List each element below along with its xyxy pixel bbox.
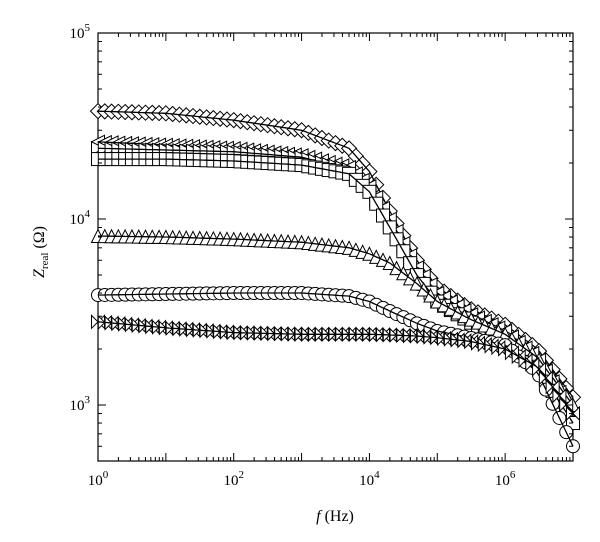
fit-line: [97, 292, 574, 447]
y-tick-label: 104: [70, 208, 91, 228]
series-circle: [91, 286, 580, 454]
series-x-triangle: [91, 314, 580, 422]
x-tick-label: 100: [88, 469, 109, 489]
x-tick-label: 102: [223, 469, 244, 489]
fit-line: [97, 147, 574, 419]
y-tick-label: 103: [70, 394, 91, 414]
x-tick-label: 106: [495, 469, 516, 489]
x-tick-label: 104: [359, 469, 380, 489]
series-triangle-right: [91, 140, 581, 426]
fit-line: [97, 321, 574, 414]
fit-line: [97, 141, 574, 414]
plot-frame: [97, 32, 574, 462]
series-layer: [89, 102, 582, 454]
axes: 100 102 104 106 103 104 105: [70, 22, 573, 489]
plot-area: [97, 32, 574, 462]
fit-line: [97, 235, 574, 406]
y-axis-label: Zreal (Ω): [31, 226, 51, 278]
series-triangle-up: [90, 228, 581, 413]
data-point: [566, 405, 580, 422]
y-tick-label: 105: [70, 22, 91, 42]
x-axis-label: f (Hz): [316, 508, 354, 525]
